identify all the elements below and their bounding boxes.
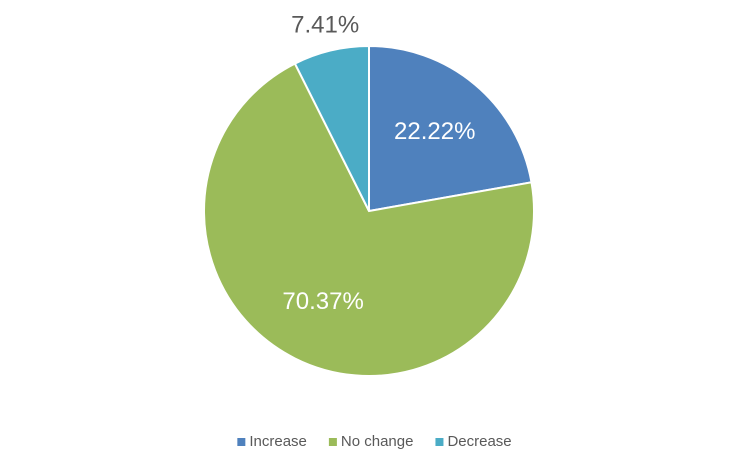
pie-slice: [368, 44, 533, 213]
pie-slice: [203, 62, 535, 377]
legend-swatch: [328, 438, 337, 446]
legend-label: No change: [341, 433, 414, 450]
pie-slice: [293, 44, 370, 212]
legend-label: Increase: [249, 433, 307, 450]
data-label: 70.37%: [282, 288, 363, 315]
legend-swatch: [237, 438, 246, 446]
data-label: 7.41%: [291, 11, 359, 38]
data-label: 22.22%: [394, 118, 475, 145]
legend-label: Decrease: [447, 433, 511, 450]
legend-swatch: [435, 438, 444, 446]
